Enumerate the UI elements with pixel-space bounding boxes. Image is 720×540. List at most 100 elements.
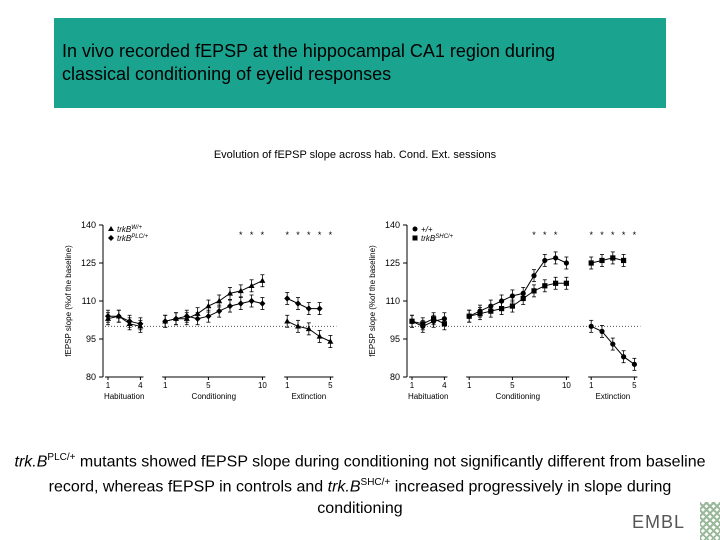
- data-point-square: [409, 318, 415, 324]
- caption-gene-2: trk.B: [327, 478, 361, 496]
- x-tick-label: 1: [467, 381, 472, 390]
- data-point-square: [553, 280, 559, 286]
- data-point-square: [531, 288, 537, 294]
- significance-mark: *: [633, 230, 637, 240]
- legend-label-base: trkB: [421, 234, 436, 243]
- data-point-square: [466, 313, 472, 319]
- x-tick-label: 1: [163, 381, 168, 390]
- x-tick-label: 4: [442, 381, 447, 390]
- legend-label: trkBSHC/+: [421, 234, 454, 243]
- y-tick-label: 95: [390, 334, 400, 344]
- significance-mark: *: [250, 230, 254, 240]
- y-axis-label: fEPSP slope (%of the baseline): [368, 245, 377, 357]
- data-point-circle: [563, 260, 569, 266]
- legend-label-base: trkB: [117, 234, 132, 243]
- legend-label: +/+: [421, 225, 433, 234]
- data-point-diamond: [183, 313, 190, 320]
- significance-mark: *: [600, 230, 604, 240]
- slide-title-line1: In vivo recorded fEPSP at the hippocampa…: [62, 41, 555, 61]
- data-point-triangle: [216, 297, 223, 304]
- data-point-diamond: [248, 297, 255, 305]
- significance-mark: *: [611, 230, 615, 240]
- significance-mark: *: [296, 230, 300, 240]
- y-tick-label: 80: [86, 372, 96, 382]
- data-point-diamond: [115, 313, 122, 320]
- legend-marker: [108, 226, 114, 231]
- y-tick-label: 140: [81, 220, 96, 230]
- data-point-triangle: [248, 282, 255, 288]
- logo-text: EMBL: [632, 512, 686, 532]
- data-point-circle: [610, 341, 616, 347]
- data-point-diamond: [105, 313, 111, 320]
- data-point-circle: [509, 293, 515, 299]
- x-group-label: Habituation: [104, 392, 144, 401]
- significance-mark: *: [329, 230, 333, 240]
- data-point-diamond: [194, 315, 201, 322]
- chart-subtitle: Evolution of fEPSP slope across hab. Con…: [213, 149, 497, 161]
- data-point-square: [599, 257, 605, 264]
- data-point-triangle: [305, 325, 312, 332]
- legend-label: trkBPLC/+: [117, 234, 149, 243]
- data-point-square: [441, 321, 447, 327]
- legend-marker: [412, 235, 418, 241]
- data-point-square: [542, 283, 548, 289]
- x-tick-label: 5: [206, 381, 211, 390]
- significance-mark: *: [589, 230, 593, 240]
- caption-part-4: increased progressively in slope during …: [317, 478, 672, 517]
- data-point-triangle: [259, 277, 266, 283]
- x-group-label: Conditioning: [496, 392, 540, 401]
- series-line: [469, 282, 567, 317]
- x-tick-label: 5: [510, 381, 515, 390]
- data-point-square: [588, 260, 594, 266]
- slide-title-line2: classical conditioning of eyelid respons…: [62, 64, 392, 84]
- x-group-label: Extinction: [291, 392, 326, 401]
- legend-marker: [412, 226, 418, 232]
- data-point-diamond: [259, 300, 266, 307]
- caption-sup-1: PLC/+: [47, 452, 76, 463]
- legend-label: trkBW/+: [117, 225, 143, 234]
- data-point-diamond: [137, 320, 144, 327]
- x-tick-label: 1: [285, 381, 290, 390]
- y-tick-label: 110: [82, 296, 96, 306]
- x-group-label: Extinction: [595, 392, 630, 401]
- x-tick-label: 5: [328, 381, 333, 390]
- data-point-triangle: [227, 290, 233, 296]
- x-tick-label: 10: [258, 381, 267, 390]
- y-tick-label: 125: [81, 258, 96, 268]
- x-tick-label: 4: [138, 381, 143, 390]
- data-point-diamond: [227, 302, 233, 310]
- legend-label-base: trkB: [117, 225, 132, 234]
- series-line: [411, 318, 445, 327]
- data-point-circle: [621, 354, 627, 360]
- significance-mark: *: [543, 230, 547, 240]
- caption-part-2: mutants showed fEPSP slope during condit…: [48, 453, 706, 496]
- x-tick-label: 1: [106, 381, 111, 390]
- data-point-circle: [599, 328, 605, 334]
- data-point-triangle: [316, 333, 323, 339]
- significance-mark: *: [261, 230, 265, 240]
- x-tick-label: 10: [562, 381, 571, 390]
- data-point-triangle: [205, 302, 212, 309]
- significance-mark: *: [318, 230, 322, 240]
- x-group-label: Habituation: [408, 392, 448, 401]
- legend-label-base: +/+: [421, 225, 433, 234]
- y-tick-label: 125: [385, 258, 400, 268]
- slide-title: In vivo recorded fEPSP at the hippocampa…: [62, 40, 652, 86]
- y-axis-label: fEPSP slope (%of the baseline): [64, 245, 73, 357]
- data-point-triangle: [327, 338, 334, 344]
- data-point-diamond: [284, 295, 291, 302]
- data-point-square: [621, 257, 627, 264]
- series-line: [286, 298, 320, 310]
- x-tick-label: 1: [589, 381, 594, 390]
- data-point-diamond: [237, 300, 244, 307]
- significance-mark: *: [307, 230, 311, 240]
- series-line: [165, 280, 263, 322]
- data-point-square: [509, 303, 515, 309]
- significance-mark: *: [554, 230, 558, 240]
- series-line: [165, 300, 263, 322]
- significance-mark: *: [285, 230, 289, 240]
- significance-mark: *: [622, 230, 626, 240]
- logo-pattern: [700, 502, 720, 540]
- data-point-circle: [553, 255, 559, 261]
